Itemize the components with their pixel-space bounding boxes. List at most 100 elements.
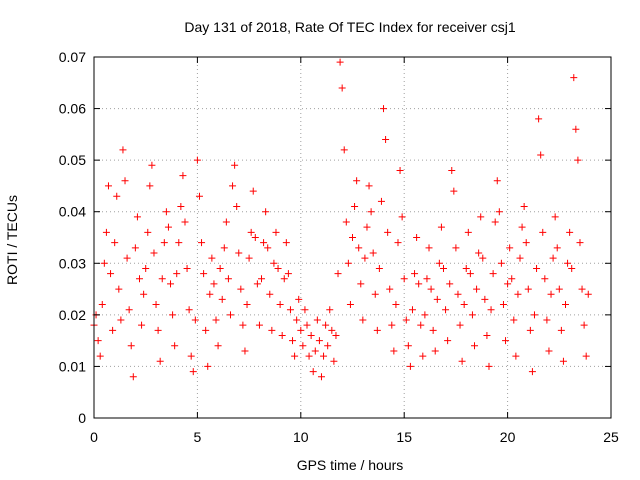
data-point (247, 228, 255, 236)
data-point (504, 280, 512, 288)
data-point (514, 290, 522, 298)
data-point (291, 352, 299, 360)
data-point (282, 239, 290, 247)
data-point (98, 301, 106, 309)
data-point (439, 264, 447, 272)
data-point (499, 301, 507, 309)
data-point (222, 218, 230, 226)
data-point (243, 301, 251, 309)
data-point (224, 275, 232, 283)
data-point (235, 249, 243, 257)
data-point (512, 352, 520, 360)
data-point (346, 301, 354, 309)
data-point (468, 311, 476, 319)
data-point (462, 264, 470, 272)
data-point (435, 259, 443, 267)
data-point (452, 244, 460, 252)
y-tick-label: 0.06 (59, 101, 86, 117)
data-point (340, 146, 348, 154)
data-point (266, 290, 274, 298)
data-point (419, 352, 427, 360)
data-point (104, 182, 112, 190)
data-point (557, 326, 565, 334)
data-point (584, 290, 592, 298)
data-point (491, 218, 499, 226)
data-point (315, 337, 323, 345)
data-point (121, 177, 129, 185)
data-point (344, 259, 352, 267)
data-point (146, 182, 154, 190)
data-point (150, 249, 158, 257)
data-point (522, 239, 530, 247)
data-point (272, 228, 280, 236)
data-point (456, 321, 464, 329)
data-point (502, 337, 510, 345)
data-point (264, 244, 272, 252)
data-point (133, 213, 141, 221)
data-point (450, 187, 458, 195)
data-point (210, 280, 218, 288)
data-point (427, 285, 435, 293)
data-point (408, 306, 416, 314)
data-point (158, 275, 166, 283)
data-point (518, 223, 526, 231)
data-point (226, 311, 234, 319)
data-point (460, 301, 468, 309)
data-point (111, 239, 119, 247)
data-points (90, 58, 592, 381)
data-point (297, 326, 305, 334)
data-point (353, 177, 361, 185)
data-point (485, 362, 493, 370)
data-point (454, 290, 462, 298)
data-point (533, 264, 541, 272)
data-point (299, 342, 307, 350)
data-point (547, 290, 555, 298)
data-point (330, 357, 338, 365)
y-tick-label: 0.03 (59, 255, 86, 271)
data-point (191, 316, 199, 324)
data-point (423, 275, 431, 283)
data-point (328, 326, 336, 334)
data-point (359, 316, 367, 324)
data-point (493, 177, 501, 185)
data-point (293, 316, 301, 324)
data-point (471, 342, 479, 350)
data-point (117, 316, 125, 324)
data-point (334, 270, 342, 278)
x-axis-label: GPS time / hours (297, 457, 404, 473)
data-point (543, 316, 551, 324)
data-point (131, 244, 139, 252)
data-point (175, 239, 183, 247)
data-point (127, 342, 135, 350)
data-point (411, 270, 419, 278)
data-point (200, 270, 208, 278)
data-point (284, 270, 292, 278)
data-point (303, 321, 311, 329)
data-point (160, 239, 168, 247)
data-point (336, 58, 344, 66)
data-point (338, 84, 346, 92)
data-point (528, 368, 536, 376)
data-point (568, 264, 576, 272)
data-point (580, 321, 588, 329)
data-point (361, 254, 369, 262)
data-point (307, 331, 315, 339)
data-point (193, 156, 201, 164)
data-point (317, 373, 325, 381)
data-point (322, 321, 330, 329)
data-point (241, 347, 249, 355)
data-point (477, 213, 485, 221)
data-point (464, 228, 472, 236)
data-point (413, 234, 421, 241)
data-point (119, 146, 127, 154)
data-point (349, 234, 356, 241)
data-point (249, 187, 257, 195)
data-point (295, 295, 303, 303)
data-point (286, 306, 294, 314)
data-point (363, 223, 371, 231)
data-point (398, 213, 406, 221)
y-tick-label: 0.02 (59, 307, 86, 323)
grid-lines (94, 57, 611, 418)
data-point (530, 311, 538, 319)
